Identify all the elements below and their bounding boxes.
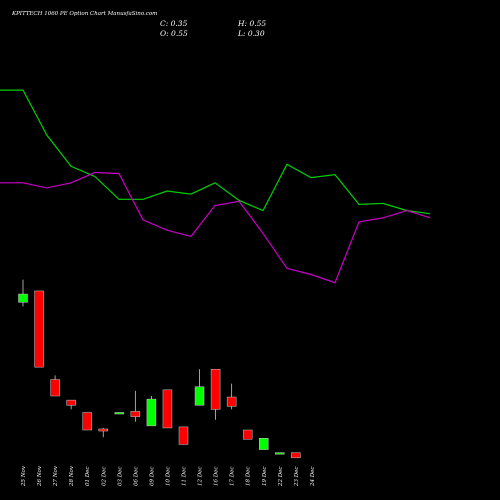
indicator-line-1	[0, 89, 431, 215]
candle	[114, 412, 125, 415]
date-label: 27 Nov	[53, 465, 59, 487]
candle	[194, 369, 205, 406]
indicator-line-2	[0, 171, 431, 284]
indicator-lines	[0, 89, 431, 284]
date-label: 12 Dec	[198, 467, 204, 487]
date-label: 10 Dec	[165, 467, 171, 487]
date-label: 25 Nov	[21, 465, 27, 487]
candle	[82, 412, 92, 431]
date-label: 09 Dec	[149, 467, 155, 487]
date-label: 11 Dec	[182, 467, 188, 487]
candle	[259, 437, 269, 450]
candle-body	[162, 389, 173, 429]
candle	[34, 290, 44, 368]
date-label: 01 Dec	[85, 467, 91, 487]
candle-body	[275, 452, 285, 455]
close-value: C: 0.35	[160, 19, 188, 28]
candle-body	[82, 412, 92, 431]
candle-body	[291, 452, 301, 459]
candle-body	[50, 379, 60, 397]
candle-body	[226, 396, 237, 407]
candle	[66, 399, 76, 410]
date-label: 19 Dec	[262, 467, 268, 487]
candle	[146, 396, 157, 427]
candle	[162, 389, 173, 429]
candle	[226, 383, 237, 410]
open-value: O: 0.55	[160, 29, 188, 38]
candle-body	[98, 428, 108, 432]
candle	[50, 375, 60, 397]
date-label: 23 Dec	[294, 467, 300, 488]
candle	[275, 452, 285, 455]
candle-body	[34, 290, 44, 368]
candlesticks	[18, 279, 301, 459]
date-label: 03 Dec	[117, 467, 123, 487]
candle-body	[178, 426, 189, 445]
chart-title: KPITTECH 1060 PE Option Chart ManusfaSin…	[12, 11, 158, 17]
date-label: 17 Dec	[230, 467, 236, 487]
date-label: 24 Dec	[310, 467, 316, 488]
date-label: 02 Dec	[101, 467, 107, 487]
date-label: 06 Dec	[133, 467, 139, 487]
candle	[98, 427, 108, 438]
date-label: 22 Dec	[278, 467, 284, 488]
candle	[130, 390, 141, 422]
candle	[210, 368, 221, 420]
candle-body	[210, 368, 221, 410]
candle-body	[146, 398, 157, 427]
date-axis-labels: 25 Nov 26 Nov 27 Nov 28 Nov 01 Dec 02 Dec 03 D…	[21, 465, 316, 487]
candle-body	[114, 412, 125, 415]
candle-body	[66, 399, 76, 406]
candle-body	[18, 293, 28, 303]
candle	[18, 279, 28, 307]
date-label: 26 Nov	[37, 465, 43, 487]
low-value: L: 0.30	[238, 29, 265, 38]
high-value: H: 0.55	[238, 19, 267, 28]
candle	[291, 452, 301, 459]
candle	[178, 426, 189, 445]
date-label: 16 Dec	[214, 467, 220, 487]
date-label: 28 Nov	[69, 465, 75, 487]
date-label: 18 Dec	[246, 467, 252, 487]
candle-body	[130, 411, 141, 417]
candle	[242, 429, 253, 440]
candle-body	[259, 437, 269, 450]
candle-body	[194, 386, 205, 406]
candle-body	[242, 429, 253, 440]
